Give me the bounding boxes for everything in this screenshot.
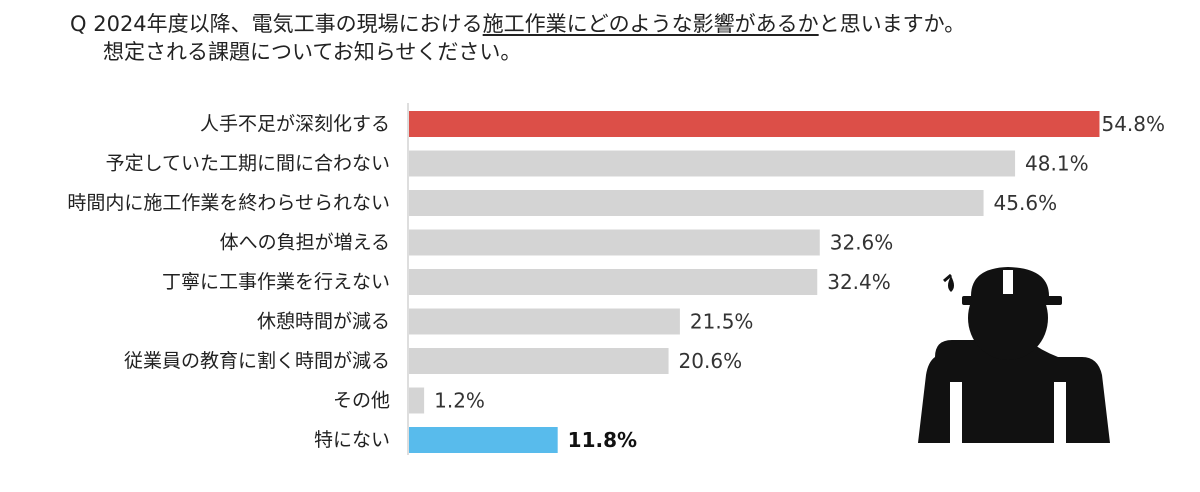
bar-3: [409, 229, 820, 256]
question-line2: 想定される課題についてお知らせください。: [103, 40, 522, 64]
value-label-8: 11.8%: [568, 428, 637, 452]
category-label-8: 特にない: [314, 429, 390, 451]
bar-2: [409, 190, 984, 216]
value-label-6: 20.6%: [679, 349, 743, 373]
question-line1-end: と思いますか。: [818, 12, 966, 36]
value-label-3: 32.6%: [830, 231, 894, 255]
question-text: Q 2024年度以降、電気工事の現場における施工作業にどのような影響があるかと思…: [70, 10, 965, 66]
question-underlined: 施工作業にどのような影響があるか: [482, 12, 819, 36]
category-labels: 人手不足が深刻化する予定していた工期に間に合わない時間内に施工作業を終わらせられ…: [67, 113, 390, 451]
category-label-4: 丁寧に工事作業を行えない: [162, 271, 390, 293]
value-label-1: 48.1%: [1025, 152, 1089, 176]
category-label-2: 時間内に施工作業を終わらせられない: [67, 192, 390, 214]
value-label-5: 21.5%: [690, 310, 754, 334]
bar-0: [409, 111, 1100, 137]
category-label-3: 体への負担が増える: [220, 232, 390, 254]
value-label-2: 45.6%: [994, 191, 1058, 215]
bar-4: [409, 269, 818, 295]
bar-5: [409, 308, 680, 335]
bar-7: [409, 387, 425, 414]
value-label-4: 32.4%: [827, 270, 891, 294]
value-labels: 54.8% 48.1% 45.6% 32.6% 32.4% 21.5% 20.6% 1.2% 1…: [434, 112, 1165, 452]
category-label-7: その他: [333, 390, 390, 412]
construction-worker-hardhat-icon: [918, 262, 1110, 443]
question-line1-start: 2024年度以降、電気工事の現場における: [93, 12, 483, 36]
value-label-0: 54.8%: [1101, 112, 1165, 136]
bar-8: [409, 427, 558, 453]
value-label-7: 1.2%: [434, 389, 485, 413]
bars-group: [409, 111, 1100, 453]
category-label-5: 休憩時間が減る: [257, 311, 390, 333]
bar-6: [409, 348, 669, 374]
bar-1: [409, 150, 1016, 177]
category-label-0: 人手不足が深刻化する: [200, 113, 390, 135]
category-label-6: 従業員の教育に割く時間が減る: [124, 350, 390, 372]
category-label-1: 予定していた工期に間に合わない: [106, 153, 390, 175]
question-prefix: Q: [70, 12, 87, 36]
